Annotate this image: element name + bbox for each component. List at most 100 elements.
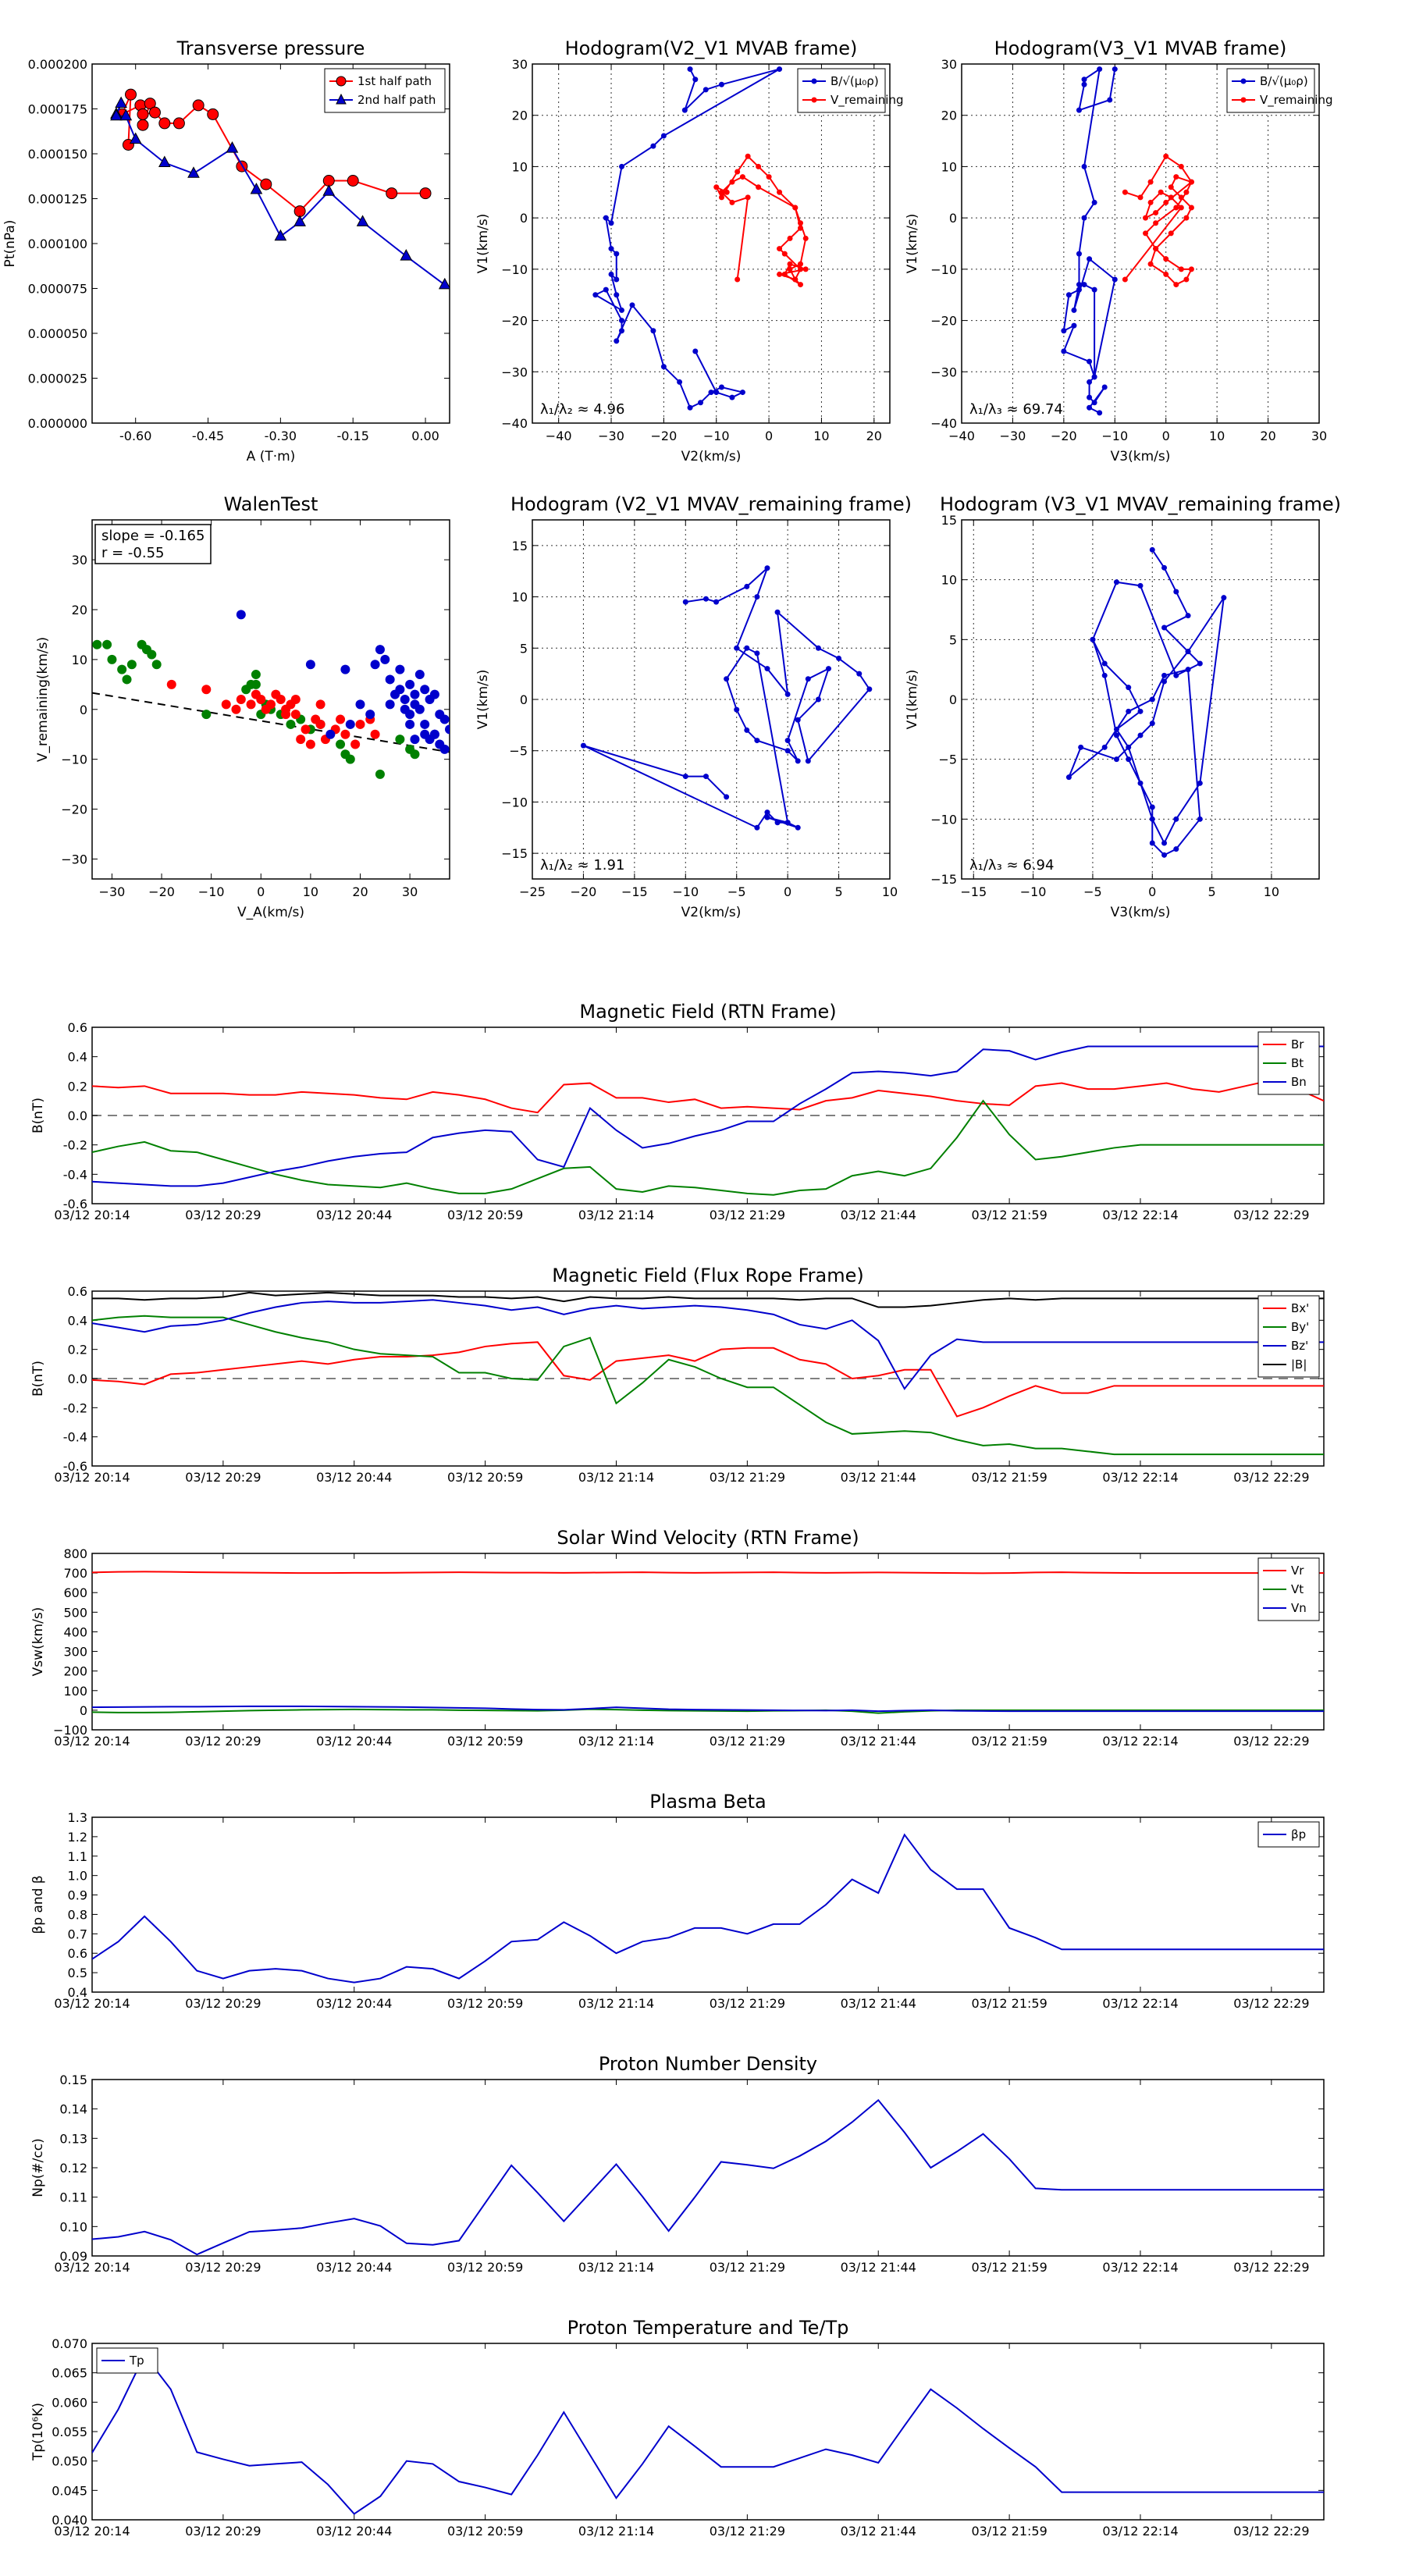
data-point [754,650,760,656]
y-axis-label: Np(#/cc) [30,2138,46,2197]
y-tick-label: -0.6 [63,1459,87,1474]
axes-frame [91,2343,1325,2521]
data-point [1137,732,1144,738]
data-point [158,117,171,130]
data-point [192,99,205,112]
chart-title: Hodogram(V2_V1 MVAB frame) [565,37,858,59]
y-tick-label: −40 [501,416,528,431]
series-tp [92,2354,1324,2515]
data-point [1112,276,1118,283]
x-tick-label: −10 [198,884,225,899]
chart-walen-test: WalenTest −30 −20 −10 0 10 20 30 −30 −20 −10 0 10 20 3… [35,493,450,920]
y-tick-label: 0.000075 [28,282,87,297]
x-tick-label: 03/12 21:29 [710,1470,785,1485]
x-tick-label: 03/12 21:59 [971,1996,1047,2011]
x-tick-label: 0.00 [411,429,439,443]
data-point [1178,266,1184,272]
scatter-point [305,660,315,670]
data-point [1081,76,1087,83]
x-tick-label: 03/12 22:29 [1233,2260,1309,2275]
y-tick-label: 10 [512,159,528,174]
y-tick-label: 20 [72,603,87,617]
scatter-point [336,714,346,724]
data-point [784,691,791,697]
y-tick-label: 0.5 [68,1966,87,1980]
data-point [784,738,791,744]
data-point [756,163,762,169]
y-tick-label: 0.6 [68,1284,87,1299]
data-point [129,132,142,144]
data-point [744,727,750,733]
scatter-point [117,664,127,674]
x-tick-label: 03/12 21:14 [578,1208,654,1222]
data-point [1061,328,1067,334]
legend-label: Bn [1291,1075,1307,1089]
y-tick-label: 300 [63,1645,87,1660]
data-point [119,109,133,121]
scatter-point [439,714,450,724]
scatter-point [370,660,380,670]
plot-area [1061,66,1194,416]
series-line [92,1705,1324,1713]
legend-label: Bx' [1291,1301,1309,1315]
y-tick-label: 0.10 [59,2219,87,2234]
scatter-point [107,654,117,664]
plot-area [92,2354,1324,2515]
ratio-annotation: λ₁/λ₃ ≈ 6.94 [969,857,1054,873]
data-point [718,81,724,87]
y-axis-label: Pt(nPa) [2,220,18,268]
series-0 [92,2098,1324,2256]
x-tick-label: 03/12 22:29 [1233,2524,1309,2539]
x-tick-label: 10 [303,884,318,899]
data-point [1173,816,1179,822]
y-tick-label: 0.000100 [28,237,87,251]
data-point [781,251,788,257]
data-point [650,328,656,334]
data-point [1126,685,1132,691]
data-point [798,220,803,226]
data-point [1126,708,1132,714]
chart-hodogram-v3v1-mvav: Hodogram (V3_V1 MVAV_remaining frame) −15… [905,493,1341,920]
data-point [692,76,699,83]
x-tick-label: 03/12 21:29 [710,1996,785,2011]
data-point [1087,404,1093,411]
chart-title: Transverse pressure [176,37,365,59]
chart-hodogram-v2v1-mvab: Hodogram(V2_V1 MVAB frame) −40 −30 −20 −10 0 1… [475,37,904,464]
y-tick-label: −20 [61,802,87,817]
plot-area [92,2098,1324,2256]
data-point [734,706,740,713]
data-point [1149,720,1155,727]
legend-label: βp [1291,1827,1306,1841]
data-point [619,307,624,313]
data-point [1185,613,1191,619]
data-point [682,774,688,780]
legend-label: 2nd half path [357,93,436,107]
x-tick-label: −5 [727,884,746,899]
y-tick-label: 0.060 [52,2395,87,2410]
x-tick-label: 0 [257,884,265,899]
scatter-point [350,739,361,749]
y-tick-label: 700 [63,1566,87,1581]
scatter-point [336,739,346,749]
scatter-point [380,654,390,664]
legend-label: B/√(μ₀ρ) [831,74,879,88]
data-point [708,390,714,396]
x-tick-label: 03/12 21:44 [841,1734,916,1749]
y-tick-label: 0.15 [59,2073,87,2087]
chart-magnetic-field-rtn: Magnetic Field (RTN Frame) -0.6 -0.4 -0.2 0.… [30,1001,1325,1222]
y-tick-label: −5 [509,744,528,759]
scatter-point [355,699,365,710]
y-tick-label: 10 [941,573,957,588]
series-line [92,1045,1324,1187]
scatter-point [340,664,350,674]
data-point [1122,276,1128,283]
x-tick-label: −40 [948,429,975,443]
y-tick-label: 0.6 [68,1946,87,1961]
y-tick-label: 15 [941,513,957,528]
series-bn [92,1045,1324,1187]
scatter-point [405,679,415,689]
data-point [681,107,688,113]
y-tick-label: −30 [930,365,957,379]
data-point [1076,286,1082,293]
data-point [1163,256,1169,262]
